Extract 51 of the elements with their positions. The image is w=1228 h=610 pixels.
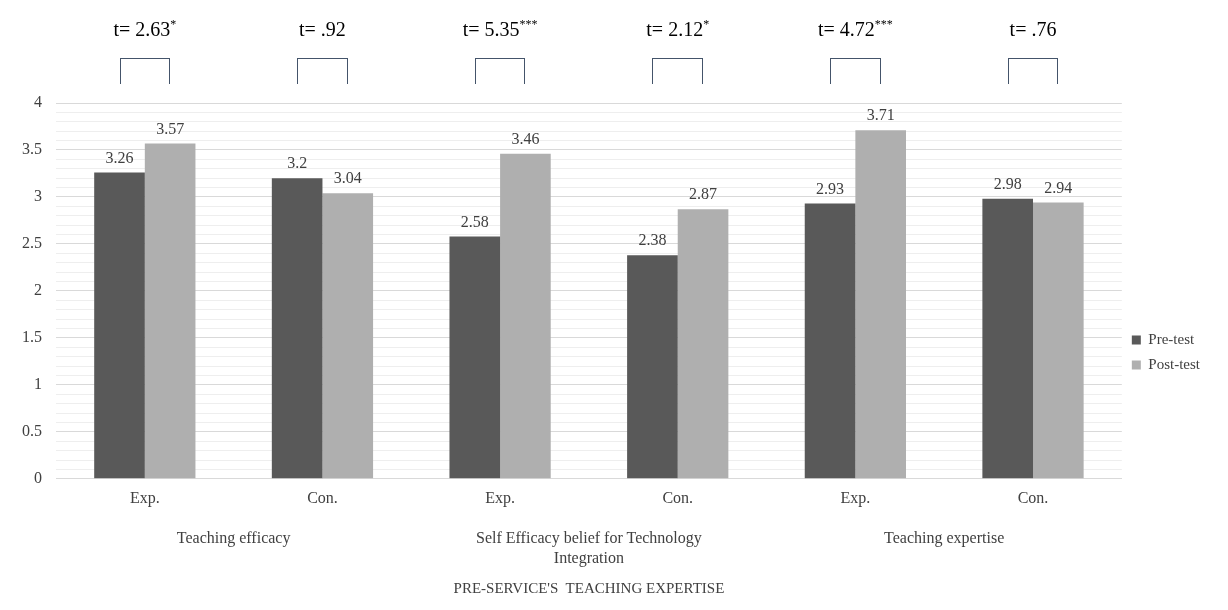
legend-label: Pre-test bbox=[1148, 330, 1195, 347]
bar bbox=[804, 203, 856, 479]
y-tick-label: 3.5 bbox=[22, 140, 42, 158]
y-tick-label: 4 bbox=[34, 93, 42, 111]
y-tick-label: 2.5 bbox=[22, 234, 42, 252]
bar bbox=[677, 209, 729, 479]
y-tick-label: 1.5 bbox=[22, 328, 42, 346]
text: Self Efficacy belief for Technology Integration bbox=[476, 529, 702, 567]
y-tick-label: 1 bbox=[34, 375, 42, 393]
data-label: 3.26 bbox=[105, 148, 134, 166]
text: t= 5.35*** bbox=[462, 17, 538, 40]
bar bbox=[1033, 202, 1084, 479]
x-tick-label: Exp. bbox=[485, 488, 515, 507]
data-label: 3.04 bbox=[333, 169, 362, 187]
data-label: 2.58 bbox=[460, 212, 489, 230]
data-label: 3.57 bbox=[156, 119, 185, 137]
data-label: 2.94 bbox=[1044, 178, 1073, 196]
data-label: 3.71 bbox=[866, 106, 895, 124]
x-tick-label: Exp. bbox=[129, 488, 160, 507]
text: t= .76 bbox=[1009, 18, 1057, 40]
data-label: 2.38 bbox=[638, 231, 667, 249]
data-label: 3.46 bbox=[511, 129, 540, 147]
y-tick-label: 0 bbox=[34, 469, 42, 486]
text: t= 2.63* bbox=[113, 17, 177, 40]
text: t= .92 bbox=[299, 18, 346, 40]
bar bbox=[855, 130, 906, 479]
data-label: 2.98 bbox=[993, 175, 1022, 193]
data-label: 2.93 bbox=[816, 179, 845, 197]
bar bbox=[627, 255, 678, 479]
bar bbox=[144, 143, 196, 479]
bar bbox=[322, 193, 374, 479]
x-tick-label: Con. bbox=[307, 488, 338, 506]
bar bbox=[500, 153, 551, 479]
text: t= 2.12* bbox=[646, 17, 710, 40]
y-tick-label: 0.5 bbox=[22, 422, 42, 440]
data-label: 2.87 bbox=[689, 185, 718, 203]
bar bbox=[271, 178, 323, 479]
bar bbox=[982, 198, 1034, 479]
legend-label: Post-test bbox=[1148, 355, 1201, 372]
bar bbox=[94, 172, 145, 479]
data-label: 3.2 bbox=[287, 154, 308, 172]
x-axis-title: PRE-SERVICE'S TEACHING EXPERTISE bbox=[453, 579, 725, 596]
bar bbox=[449, 236, 501, 479]
x-tick-label: Con. bbox=[662, 488, 694, 506]
x-tick-label: Con. bbox=[1017, 488, 1049, 506]
y-tick-label: 3 bbox=[34, 187, 42, 205]
text: t= 4.72*** bbox=[817, 17, 893, 40]
text: Teaching expertise bbox=[884, 529, 1005, 547]
text: Teaching efficacy bbox=[176, 529, 291, 547]
x-tick-label: Exp. bbox=[840, 488, 871, 507]
y-tick-label: 2 bbox=[34, 281, 42, 299]
